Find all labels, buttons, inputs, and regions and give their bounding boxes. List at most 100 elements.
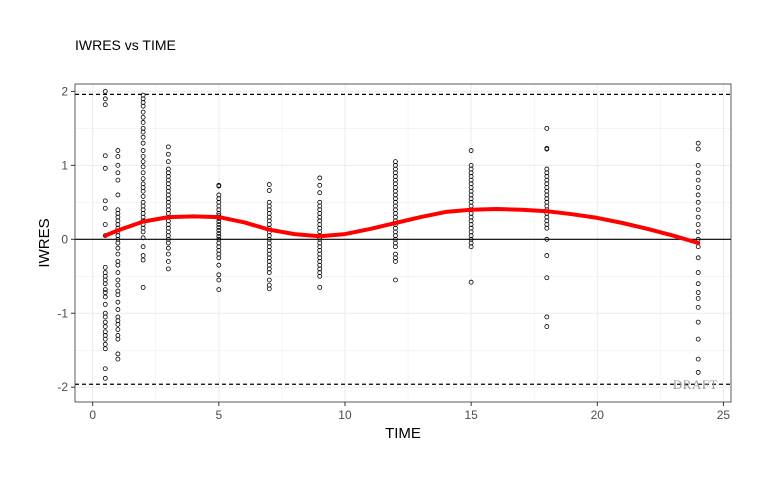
x-tick-label: 15 xyxy=(464,408,478,422)
chart-title: IWRES vs TIME xyxy=(75,37,176,53)
data-point xyxy=(544,275,550,281)
data-point xyxy=(140,176,146,182)
data-point xyxy=(695,319,701,325)
data-point xyxy=(140,134,146,140)
data-point xyxy=(165,159,171,165)
data-point xyxy=(140,194,146,199)
data-point xyxy=(140,284,146,290)
data-point xyxy=(216,219,222,224)
data-point xyxy=(140,164,146,170)
data-point xyxy=(102,366,108,372)
data-point xyxy=(115,327,121,332)
data-point xyxy=(115,240,121,246)
data-point xyxy=(102,346,108,352)
data-point xyxy=(393,277,398,283)
data-point xyxy=(317,284,323,290)
data-point xyxy=(140,103,146,109)
draft-watermark: DRAFT xyxy=(673,377,718,392)
data-point xyxy=(115,356,121,362)
data-point xyxy=(102,88,108,94)
data-point xyxy=(266,182,272,187)
y-tick-label: 0 xyxy=(61,232,68,246)
data-point xyxy=(140,235,146,241)
data-point xyxy=(266,270,272,275)
data-point xyxy=(695,255,701,261)
data-point xyxy=(140,244,146,250)
data-point xyxy=(115,162,121,168)
data-point xyxy=(115,170,121,176)
data-point xyxy=(102,287,108,292)
data-point xyxy=(140,154,146,159)
data-point xyxy=(140,114,146,120)
data-point xyxy=(544,225,550,231)
data-point xyxy=(695,214,701,220)
data-point xyxy=(115,177,121,183)
data-point xyxy=(165,151,171,157)
data-point xyxy=(216,183,222,189)
data-point xyxy=(115,262,121,268)
data-point xyxy=(216,230,222,236)
data-point xyxy=(544,314,550,320)
data-point xyxy=(102,375,108,381)
y-tick-label: -1 xyxy=(57,306,68,320)
data-point xyxy=(695,207,701,213)
data-point xyxy=(695,192,701,198)
y-tick-label: 1 xyxy=(61,158,68,172)
data-point xyxy=(140,257,146,263)
data-point xyxy=(266,188,272,193)
data-point xyxy=(115,292,121,298)
data-point xyxy=(468,244,474,250)
data-point xyxy=(695,199,701,205)
data-points xyxy=(102,88,701,381)
y-axis-title: IWRES xyxy=(36,218,53,267)
data-point xyxy=(165,240,171,246)
data-point xyxy=(695,146,701,152)
data-point xyxy=(115,148,121,153)
data-point xyxy=(317,175,323,181)
x-tick-label: 0 xyxy=(89,408,96,422)
data-point xyxy=(695,177,701,183)
data-point xyxy=(102,314,108,320)
data-point xyxy=(695,244,701,250)
data-point xyxy=(216,277,222,283)
data-point xyxy=(216,225,222,230)
data-point xyxy=(695,290,701,295)
data-point xyxy=(102,96,108,102)
data-point xyxy=(115,282,121,288)
data-point xyxy=(115,299,121,305)
data-point xyxy=(102,165,108,171)
y-tick-label: 2 xyxy=(61,84,68,98)
data-point xyxy=(115,245,121,251)
data-point xyxy=(317,273,323,279)
data-point xyxy=(695,281,701,287)
data-point xyxy=(393,259,398,264)
axis-ticks: 0 5 10 15 20 25 -2 -1 0 1 2 xyxy=(57,84,730,422)
data-point xyxy=(544,324,550,329)
data-point xyxy=(695,296,701,301)
data-point xyxy=(468,279,474,285)
data-point xyxy=(102,265,108,270)
data-point xyxy=(544,253,550,258)
data-point xyxy=(115,336,121,342)
data-point xyxy=(216,228,222,233)
data-point xyxy=(695,170,701,176)
data-point xyxy=(317,182,323,188)
data-point xyxy=(102,205,108,211)
smooth-line xyxy=(103,207,701,245)
data-point xyxy=(115,251,121,257)
data-point xyxy=(216,272,222,278)
x-axis-title: TIME xyxy=(385,425,421,442)
data-point xyxy=(544,125,550,131)
data-point xyxy=(115,307,121,312)
x-tick-label: 20 xyxy=(591,408,605,422)
data-point xyxy=(140,129,146,135)
data-point xyxy=(102,281,108,287)
data-point xyxy=(216,233,222,239)
data-point xyxy=(216,255,222,261)
data-point xyxy=(102,336,108,342)
data-point xyxy=(115,154,121,159)
data-point xyxy=(140,140,146,146)
data-point xyxy=(695,140,701,146)
data-point xyxy=(140,188,146,194)
smooth-curve xyxy=(103,207,701,245)
